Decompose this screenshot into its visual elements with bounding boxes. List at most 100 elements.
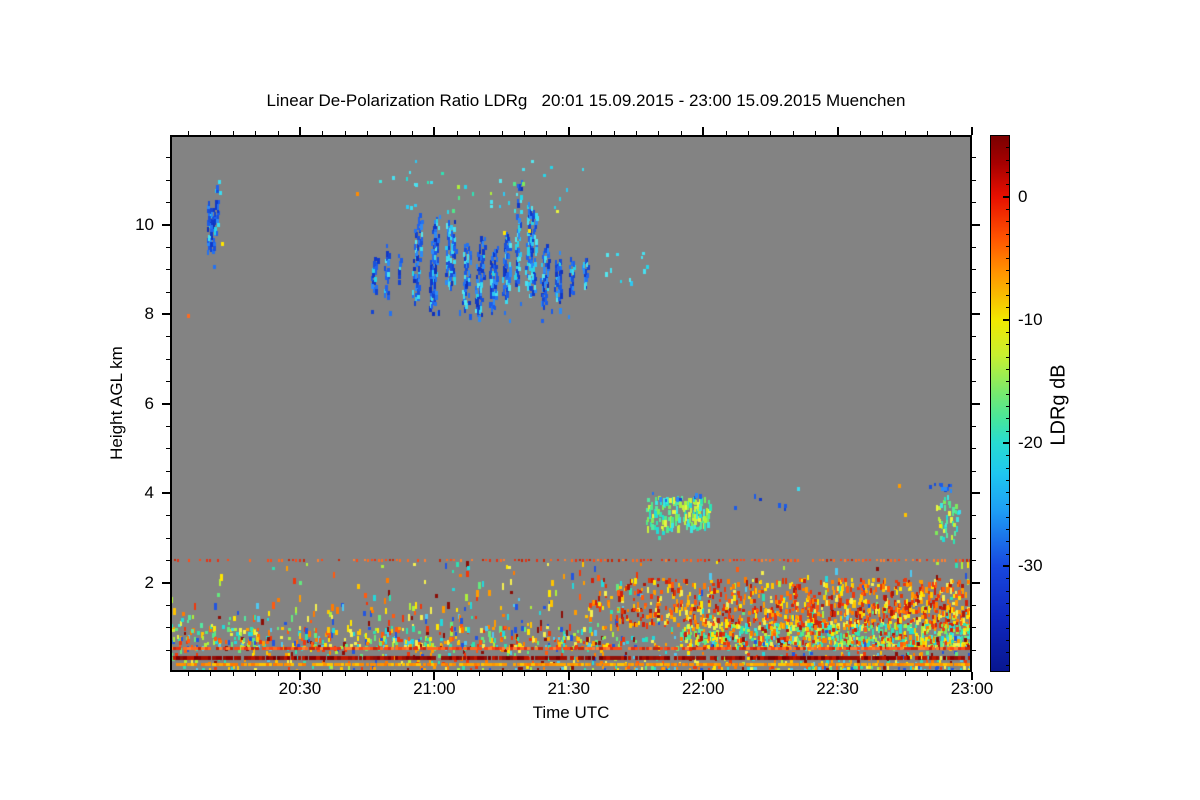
x-minor-tick-top — [367, 131, 369, 135]
x-major-tick — [836, 672, 839, 680]
x-minor-tick — [680, 672, 682, 676]
y-major-tick — [162, 492, 170, 494]
y-minor-tick-right — [972, 470, 976, 472]
colorbar-minor-tick — [1006, 344, 1009, 346]
y-major-tick-right — [972, 402, 980, 405]
y-major-tick-right — [972, 223, 980, 226]
y-major-tick-right — [972, 313, 980, 315]
colorbar-tick-label: -10 — [1018, 309, 1043, 329]
y-major-tick — [162, 313, 170, 315]
colorbar-minor-tick — [1006, 467, 1009, 469]
y-tick-label: 6 — [144, 393, 154, 413]
y-minor-tick — [166, 448, 170, 450]
x-minor-tick-top — [344, 131, 346, 135]
x-minor-tick-top — [546, 131, 548, 135]
y-minor-tick — [166, 202, 170, 204]
y-minor-tick-right — [972, 537, 976, 539]
x-minor-tick — [322, 672, 324, 676]
x-minor-tick-top — [882, 131, 884, 135]
y-minor-tick-right — [972, 425, 976, 427]
y-minor-tick-right — [972, 448, 976, 450]
colorbar-minor-tick — [1006, 504, 1009, 506]
x-minor-tick — [501, 672, 503, 676]
y-major-tick — [162, 402, 170, 405]
colorbar-major-tick — [1003, 195, 1009, 198]
colorbar-tick-label: -20 — [1018, 432, 1043, 452]
x-minor-tick — [232, 672, 234, 676]
x-minor-tick-top — [904, 131, 906, 135]
y-minor-tick-right — [972, 157, 976, 159]
colorbar-minor-tick — [1006, 479, 1009, 481]
colorbar-minor-tick — [1006, 578, 1009, 580]
x-minor-tick-top — [232, 131, 234, 135]
colorbar-minor-tick — [1006, 295, 1009, 297]
colorbar-gradient — [990, 135, 1010, 672]
x-minor-tick-top — [770, 131, 772, 135]
x-minor-tick — [523, 672, 525, 676]
colorbar-minor-tick — [1006, 516, 1009, 518]
x-minor-tick — [770, 672, 772, 676]
x-minor-tick — [411, 672, 413, 676]
colorbar-minor-tick — [1006, 393, 1009, 395]
x-minor-tick-top — [277, 131, 279, 135]
colorbar-minor-tick — [1006, 627, 1009, 629]
colorbar-major-tick — [1003, 441, 1009, 444]
colorbar — [990, 135, 1010, 672]
y-minor-tick — [166, 246, 170, 248]
plot-area — [162, 127, 980, 680]
y-tick-label: 10 — [135, 214, 154, 234]
y-minor-tick-right — [972, 246, 976, 248]
colorbar-minor-tick — [1006, 405, 1009, 407]
x-tick-label: 21:30 — [547, 679, 591, 698]
colorbar-minor-tick — [1006, 221, 1009, 223]
y-minor-tick — [166, 627, 170, 629]
colorbar-minor-tick — [1006, 590, 1009, 592]
colorbar-minor-tick — [1006, 208, 1009, 210]
y-minor-tick — [166, 470, 170, 472]
y-minor-tick — [166, 336, 170, 338]
colorbar-minor-tick — [1006, 615, 1009, 617]
y-minor-tick-right — [972, 202, 976, 204]
x-tick-label: 22:00 — [681, 679, 725, 698]
x-minor-tick — [367, 672, 369, 676]
x-minor-tick — [613, 672, 615, 676]
x-minor-tick-top — [187, 131, 189, 135]
y-minor-tick — [166, 604, 170, 606]
y-major-tick-right — [972, 581, 980, 584]
x-minor-tick — [344, 672, 346, 676]
y-major-tick-right — [972, 492, 980, 494]
x-minor-tick — [658, 672, 660, 676]
x-minor-tick — [747, 672, 749, 676]
colorbar-minor-tick — [1006, 553, 1009, 555]
x-minor-tick — [277, 672, 279, 676]
y-tick-label: 8 — [144, 304, 154, 323]
x-minor-tick-top — [747, 131, 749, 135]
x-tick-label: 21:00 — [413, 679, 456, 698]
colorbar-minor-tick — [1006, 245, 1009, 247]
x-major-tick-top — [433, 127, 436, 135]
colorbar-minor-tick — [1006, 639, 1009, 641]
x-minor-tick — [389, 672, 391, 676]
colorbar-minor-tick — [1006, 282, 1009, 284]
x-major-tick — [971, 672, 973, 680]
x-tick-labels: 20:30 21:00 21:30 22:00 22:30 23:00 — [170, 679, 994, 701]
x-tick-label: 22:30 — [816, 679, 859, 698]
colorbar-minor-tick — [1006, 356, 1009, 358]
x-minor-tick-top — [411, 131, 413, 135]
colorbar-minor-tick — [1006, 270, 1009, 272]
x-minor-tick-top — [949, 131, 951, 135]
colorbar-minor-tick — [1006, 258, 1009, 260]
y-minor-tick-right — [972, 269, 976, 271]
x-minor-tick — [725, 672, 727, 676]
x-major-tick — [702, 672, 705, 680]
y-minor-tick — [166, 425, 170, 427]
x-major-tick — [433, 672, 436, 680]
heatmap-canvas — [170, 135, 972, 672]
x-minor-tick-top — [523, 131, 525, 135]
x-major-tick-top — [702, 127, 705, 135]
x-minor-tick-top — [389, 131, 391, 135]
x-minor-tick-top — [635, 131, 637, 135]
colorbar-minor-tick — [1006, 492, 1009, 494]
x-minor-tick-top — [658, 131, 660, 135]
x-minor-tick — [949, 672, 951, 676]
